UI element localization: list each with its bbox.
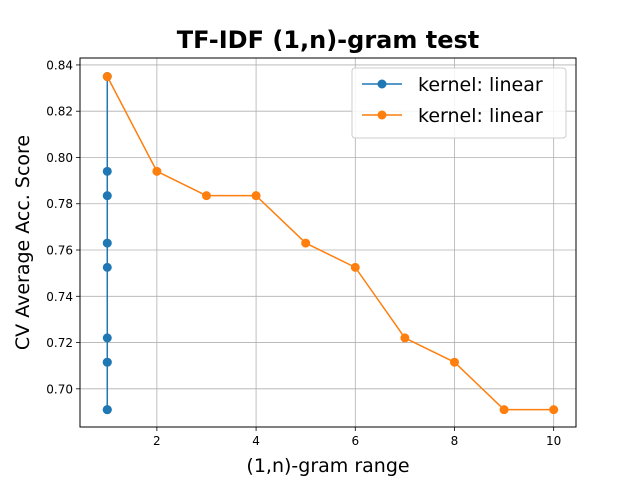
x-tick-label: 6	[351, 434, 359, 448]
y-tick-label: 0.78	[46, 197, 73, 211]
series-1-point	[102, 333, 112, 343]
x-tick-label: 10	[546, 434, 561, 448]
legend-label: kernel: linear	[418, 105, 543, 127]
series-2-point	[449, 357, 459, 367]
series-1-point	[102, 166, 112, 176]
y-tick-label: 0.72	[46, 336, 73, 350]
series-1-point	[102, 191, 112, 201]
x-tick-label: 8	[451, 434, 459, 448]
series-2	[102, 72, 559, 415]
y-tick-label: 0.76	[46, 244, 73, 258]
chart-title: TF-IDF (1,n)-gram test	[177, 26, 479, 54]
series-2-point	[301, 238, 311, 248]
plot-frame	[79, 57, 577, 428]
y-axis-label: CV Average Acc. Score	[12, 135, 34, 350]
series-1-point	[102, 262, 112, 272]
y-tick-label: 0.70	[46, 382, 73, 396]
legend: kernel: linear kernel: linear	[351, 67, 567, 139]
series-2-point	[102, 72, 112, 82]
legend-label: kernel: linear	[418, 74, 543, 96]
series-1-point	[102, 405, 112, 415]
y-tick-label: 0.80	[46, 151, 73, 165]
series-1	[102, 72, 112, 415]
legend-box	[351, 67, 567, 139]
y-tick-label: 0.82	[46, 105, 73, 119]
series-2-point	[152, 166, 162, 176]
legend-marker	[377, 110, 387, 120]
x-axis-label: (1,n)-gram range	[246, 455, 409, 477]
series-layer	[102, 72, 559, 415]
x-tick-label: 4	[252, 434, 260, 448]
series-2-point	[350, 262, 360, 272]
legend-item: kernel: linear	[362, 74, 543, 96]
legend-item: kernel: linear	[362, 105, 543, 127]
series-2-point	[201, 191, 211, 201]
series-2-point	[549, 405, 559, 415]
series-2-point	[499, 405, 509, 415]
series-2-point	[251, 191, 261, 201]
y-tick-label: 0.84	[46, 58, 73, 72]
legend-marker	[377, 79, 387, 89]
series-1-point	[102, 357, 112, 367]
axis-ticks: 2 4 6 8 10 0.70 0.72 0.74 0.76 0.78 0.80 0.82 0.84	[46, 58, 561, 448]
series-2-point	[400, 333, 410, 343]
x-tick-label: 2	[153, 434, 161, 448]
series-2-line	[106, 76, 554, 411]
y-tick-label: 0.74	[46, 290, 73, 304]
series-1-point	[102, 238, 112, 248]
